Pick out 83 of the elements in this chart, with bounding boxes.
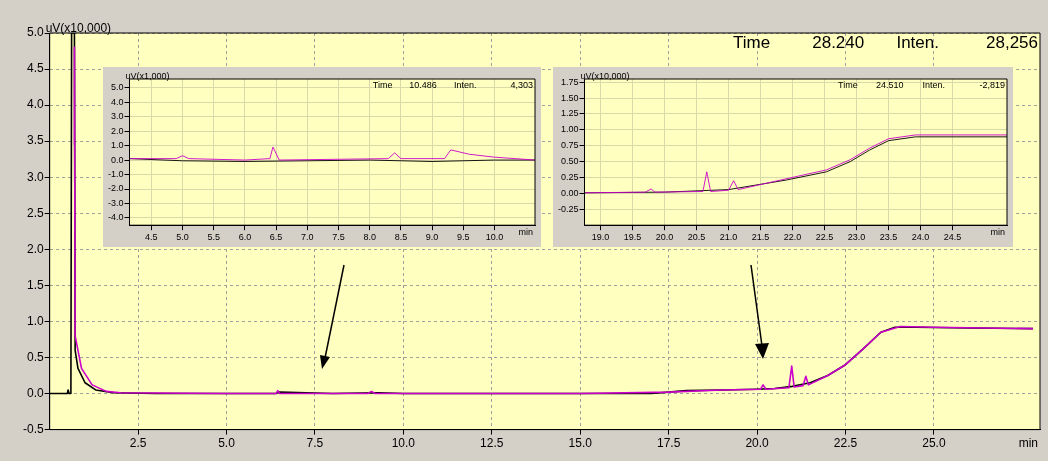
x-tick-label: 25.0 xyxy=(922,436,946,451)
x-tick-label: 22.0 xyxy=(783,232,802,243)
x-tick-label: 7.5 xyxy=(306,436,324,451)
y-tick-label: -2.0 xyxy=(107,183,124,194)
y-tick-label: 3.5 xyxy=(26,133,44,148)
annotation: Time xyxy=(733,33,771,53)
y-tick-label: 0.0 xyxy=(26,385,44,400)
x-tick-label: 15.0 xyxy=(568,436,593,451)
y-tick-label: 5.0 xyxy=(110,82,124,93)
x-tick-label: 21.5 xyxy=(751,232,770,243)
y-tick-label: -3.0 xyxy=(107,197,124,208)
x-tick-label: 8.5 xyxy=(394,232,408,243)
x-tick-label: 12.5 xyxy=(480,436,504,451)
x-tick-label: 9.0 xyxy=(425,232,439,243)
x-tick-label: 8.0 xyxy=(363,232,376,243)
x-tick-label: 20.5 xyxy=(687,232,706,243)
x-tick-label: 10.0 xyxy=(485,232,504,243)
y-tick-label: 2.0 xyxy=(26,241,44,256)
x-tick-label: 24.5 xyxy=(943,232,962,243)
y-tick-label: 1.0 xyxy=(26,313,44,328)
annotation: 28.240 xyxy=(812,33,865,53)
x-tick-label: 5.0 xyxy=(176,232,189,243)
x-tick-label: 6.5 xyxy=(269,232,283,243)
y-tick-label: 1.25 xyxy=(560,108,579,119)
x-tick-label: 2.5 xyxy=(129,436,147,451)
y-tick-label: -0.25 xyxy=(558,203,579,214)
y-axis-title: uV(x1,000) xyxy=(125,70,170,81)
y-axis-title: uV(x10,000) xyxy=(45,21,112,36)
x-tick-label: 6.0 xyxy=(238,232,252,243)
annotation: Time xyxy=(838,79,858,90)
x-tick-label: 20.0 xyxy=(745,436,770,451)
y-tick-label: -0.5 xyxy=(22,421,44,436)
y-tick-label: 1.0 xyxy=(110,140,124,151)
y-tick-label: 5.0 xyxy=(26,25,44,40)
x-tick-label: 9.5 xyxy=(457,232,470,243)
y-tick-label: 3.0 xyxy=(26,169,44,184)
annotation: Inten. xyxy=(896,33,939,53)
x-tick-label: 19.5 xyxy=(623,232,642,243)
x-tick-label: 5.0 xyxy=(218,436,236,451)
x-tick-label: 21.0 xyxy=(719,232,738,243)
x-tick-label: 20.0 xyxy=(655,232,674,243)
annotation: 4,303 xyxy=(510,79,533,90)
x-tick-label: 5.5 xyxy=(207,232,220,243)
y-tick-label: -1.0 xyxy=(107,169,124,180)
y-tick-label: 0.5 xyxy=(26,349,44,364)
annotation: Inten. xyxy=(922,79,946,90)
x-tick-label: 23.5 xyxy=(879,232,898,243)
x-tick-label: 24.0 xyxy=(911,232,930,243)
y-tick-label: 0.25 xyxy=(560,172,579,183)
annotation: Time xyxy=(372,79,393,90)
y-tick-label: 0.0 xyxy=(110,154,124,165)
y-tick-label: 2.0 xyxy=(110,125,124,136)
x-tick-label: 17.5 xyxy=(656,436,681,451)
y-tick-label: 0.00 xyxy=(560,187,579,198)
x-axis-title: min xyxy=(1018,435,1038,450)
y-tick-label: -4.0 xyxy=(107,212,124,223)
x-tick-label: 4.5 xyxy=(145,232,158,243)
annotation: -2,819 xyxy=(979,79,1005,90)
x-axis-title: min xyxy=(990,227,1005,238)
y-tick-label: 1.5 xyxy=(26,277,44,292)
x-tick-label: 22.5 xyxy=(815,232,834,243)
y-tick-label: 3.0 xyxy=(110,111,124,122)
y-tick-label: 1.75 xyxy=(560,76,579,87)
y-tick-label: 1.00 xyxy=(560,124,579,135)
y-tick-label: 4.5 xyxy=(26,61,44,76)
x-tick-label: 10.0 xyxy=(391,436,416,451)
y-axis-title: uV(x10,000) xyxy=(580,70,630,81)
y-tick-label: 1.50 xyxy=(560,92,579,103)
annotation: 10.486 xyxy=(409,79,437,90)
x-axis-title: min xyxy=(518,227,533,238)
y-tick-label: 4.0 xyxy=(110,96,124,107)
y-tick-label: 2.5 xyxy=(26,205,44,220)
annotation: Inten. xyxy=(453,79,477,90)
x-tick-label: 7.5 xyxy=(332,232,345,243)
y-tick-label: 4.0 xyxy=(26,97,44,112)
x-tick-label: 19.0 xyxy=(591,232,610,243)
x-tick-label: 23.0 xyxy=(847,232,866,243)
y-tick-label: 0.50 xyxy=(560,156,579,167)
x-tick-label: 22.5 xyxy=(833,436,858,451)
x-tick-label: 7.0 xyxy=(301,232,314,243)
annotation: 28,256 xyxy=(986,33,1038,53)
y-tick-label: 0.75 xyxy=(560,140,579,151)
annotation: 24.510 xyxy=(876,79,904,90)
